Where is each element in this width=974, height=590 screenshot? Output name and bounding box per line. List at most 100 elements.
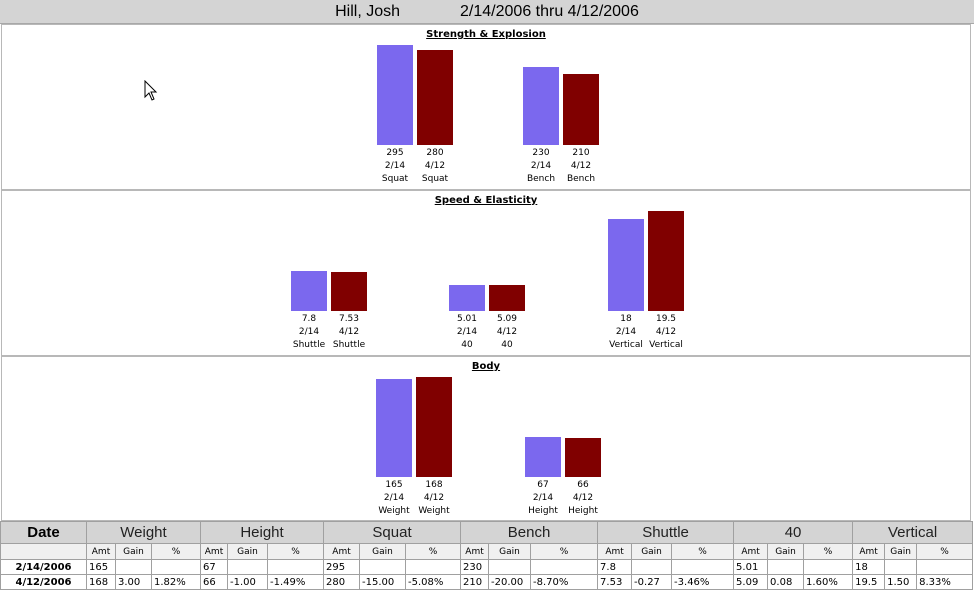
table-cell: 5.09 (733, 574, 769, 590)
table-cell: -1.49% (266, 574, 325, 590)
height-header: Height (199, 521, 325, 544)
bar-label: 230 2/14 Bench (521, 147, 561, 186)
table-cell (227, 559, 268, 575)
table-cell (767, 559, 805, 575)
table-cell: -20.00 (488, 574, 532, 590)
bar-label-line: 7.8 (301, 314, 317, 324)
bar-label-line: Vertical (649, 340, 683, 350)
table-cell (266, 559, 325, 575)
bar-label-line: 230 (532, 148, 550, 158)
bar-label-line: Bench (566, 174, 596, 184)
table-cell: -3.46% (671, 574, 735, 590)
mouse-cursor-icon (144, 80, 158, 101)
bar-label-line: Height (528, 506, 558, 516)
bar-label-line: 40 (461, 340, 473, 350)
bar-label: 18 2/14 Vertical (606, 313, 646, 352)
bar-label-line: 18 (620, 314, 632, 324)
sub-header-cell: Gain (488, 543, 532, 560)
bar-label-line: 4/12 (572, 493, 594, 503)
bar-label-line: Squat (421, 174, 449, 184)
table-cell: 66 (200, 574, 228, 590)
shuttle-header: Shuttle (597, 521, 735, 544)
sub-header-cell: Amt (597, 543, 633, 560)
bar-label-line: 5.01 (456, 314, 478, 324)
speed-elasticity-panel: Speed & Elasticity 7.8 2/14 Shuttle 7.53 4/1… (1, 190, 971, 356)
bar-40-second (489, 285, 525, 311)
bar-label-line: Squat (381, 174, 409, 184)
sub-header-cell: % (151, 543, 201, 560)
table-cell: 280 (323, 574, 361, 590)
sub-header-cell: % (405, 543, 462, 560)
bar-label-line: Bench (526, 174, 556, 184)
table-cell (916, 559, 974, 575)
table-cell: -15.00 (359, 574, 407, 590)
date-subheader (0, 543, 87, 560)
panel-title: Body (471, 361, 501, 372)
bar-label-line: Height (568, 506, 598, 516)
athlete-name: Hill, Josh (335, 3, 401, 20)
table-cell: 5.01 (733, 559, 769, 575)
bar-label-line: 67 (537, 480, 549, 490)
table-cell: 18 (852, 559, 886, 575)
bar-label: 5.01 2/14 40 (447, 313, 487, 352)
bench-header: Bench (460, 521, 599, 544)
table-cell (115, 559, 152, 575)
bar-height-first (525, 437, 561, 477)
bar-label: 210 4/12 Bench (561, 147, 601, 186)
date-header: Date (0, 521, 87, 544)
sub-header-cell: Amt (852, 543, 886, 560)
sub-header-cell: Gain (631, 543, 673, 560)
table-row: 2/14/2006 165 67 295 230 7.8 5.01 18 (0, 559, 974, 575)
table-cell: 168 (86, 574, 116, 590)
vertical-header: Vertical (852, 521, 974, 544)
table-cell: -8.70% (530, 574, 599, 590)
table-cell: -0.27 (631, 574, 673, 590)
table-cell: 230 (460, 559, 490, 575)
sub-header-cell: % (266, 543, 325, 560)
bar-label-line: 168 (425, 480, 443, 490)
bar-squat-first (377, 45, 413, 145)
table-cell: 8.33% (916, 574, 974, 590)
sub-header-cell: % (530, 543, 599, 560)
bar-label-line: Weight (378, 506, 410, 516)
table-cell: 210 (460, 574, 490, 590)
sub-header-cell: Amt (86, 543, 116, 560)
bar-label-line: 165 (385, 480, 403, 490)
bar-label-line: 2/14 (298, 327, 320, 337)
bar-shuttle-first (291, 271, 327, 311)
bar-weight-first (376, 379, 412, 477)
sub-header-cell: % (916, 543, 974, 560)
bar-label-line: 2/14 (532, 493, 554, 503)
bar-label-line: 19.5 (655, 314, 677, 324)
body-panel: Body 165 2/14 Weight 168 4/12 Weight 67 2/14 Hei… (1, 356, 971, 521)
bar-vertical-first (608, 219, 644, 311)
bar-label-line: 210 (572, 148, 590, 158)
bar-label: 280 4/12 Squat (415, 147, 455, 186)
bar-bench-second (563, 74, 599, 145)
bar-vertical-second (648, 211, 684, 311)
report-title-bar: Hill, Josh 2/14/2006 thru 4/12/2006 (0, 0, 974, 24)
bar-shuttle-second (331, 272, 367, 311)
table-cell (671, 559, 735, 575)
table-cell: 3.00 (115, 574, 152, 590)
table-cell: -5.08% (405, 574, 462, 590)
bar-label-line: 4/12 (496, 327, 518, 337)
sub-header-cell: Gain (884, 543, 918, 560)
sub-header-cell: % (803, 543, 854, 560)
bar-label: 67 2/14 Height (523, 479, 563, 518)
table-cell (405, 559, 462, 575)
squat-header: Squat (323, 521, 462, 544)
bar-label-line: Vertical (609, 340, 643, 350)
bar-label-line: 4/12 (570, 161, 592, 171)
sub-header-cell: Gain (767, 543, 805, 560)
table-cell (884, 559, 918, 575)
bar-label: 295 2/14 Squat (375, 147, 415, 186)
table-cell: 19.5 (852, 574, 886, 590)
sub-header-cell: Amt (733, 543, 769, 560)
bar-label: 7.8 2/14 Shuttle (289, 313, 329, 352)
weight-header: Weight (86, 521, 201, 544)
bar-label-line: 40 (501, 340, 513, 350)
table-cell: 1.82% (151, 574, 201, 590)
sub-header-cell: Amt (323, 543, 361, 560)
table-cell: 1.50 (884, 574, 918, 590)
